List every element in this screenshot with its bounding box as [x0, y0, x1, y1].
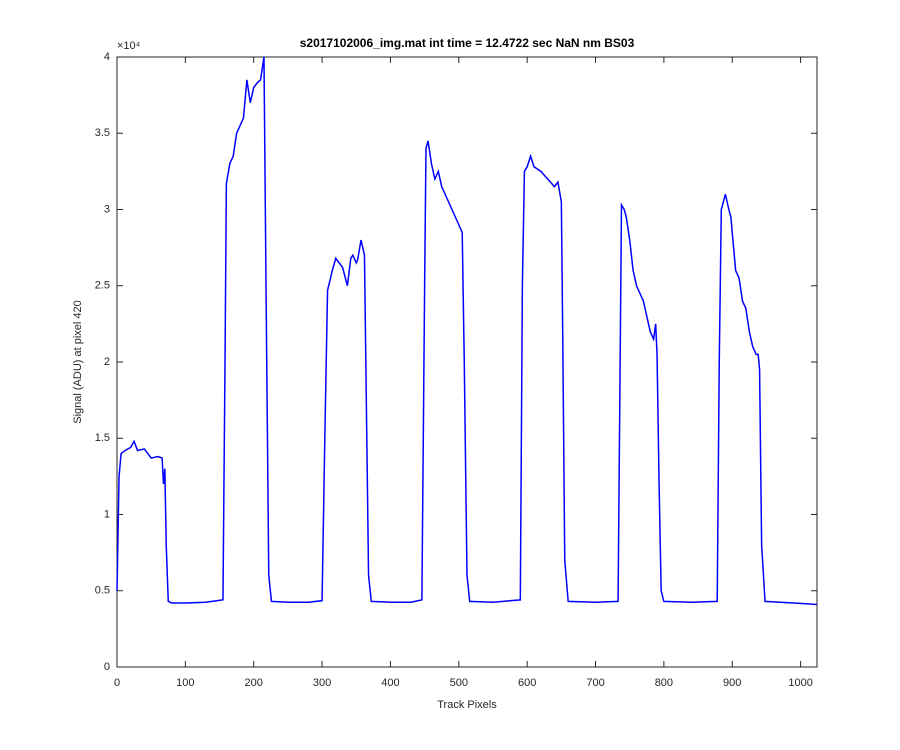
- y-axis-label: Signal (ADU) at pixel 420: [72, 300, 84, 424]
- y-tick-label: 2: [104, 356, 110, 368]
- x-tick-label: 600: [518, 677, 536, 689]
- x-tick-label: 0: [114, 677, 120, 689]
- x-axis-label: Track Pixels: [437, 699, 497, 711]
- y-tick-label: 4: [104, 51, 110, 63]
- x-tick-label: 400: [381, 677, 399, 689]
- x-tick-label: 200: [245, 677, 263, 689]
- y-tick-label: 2.5: [95, 280, 110, 292]
- y-tick-label: 1: [104, 508, 110, 520]
- y-exponent-label: ×10⁴: [117, 40, 141, 52]
- x-tick-label: 500: [450, 677, 468, 689]
- x-tick-label: 1000: [788, 677, 812, 689]
- x-tick-label: 300: [313, 677, 331, 689]
- chart-title: s2017102006_img.mat int time = 12.4722 s…: [300, 36, 635, 50]
- x-tick-label: 700: [586, 677, 604, 689]
- y-tick-label: 0.5: [95, 585, 110, 597]
- x-tick-label: 100: [176, 677, 194, 689]
- data-line: [116, 56, 818, 606]
- y-tick-label: 1.5: [95, 432, 110, 444]
- y-tick-label: 3.5: [95, 127, 110, 139]
- y-tick-label: 0: [104, 661, 110, 673]
- x-tick-label: 800: [655, 677, 673, 689]
- x-tick-label: 900: [723, 677, 741, 689]
- y-tick-label: 3: [104, 203, 110, 215]
